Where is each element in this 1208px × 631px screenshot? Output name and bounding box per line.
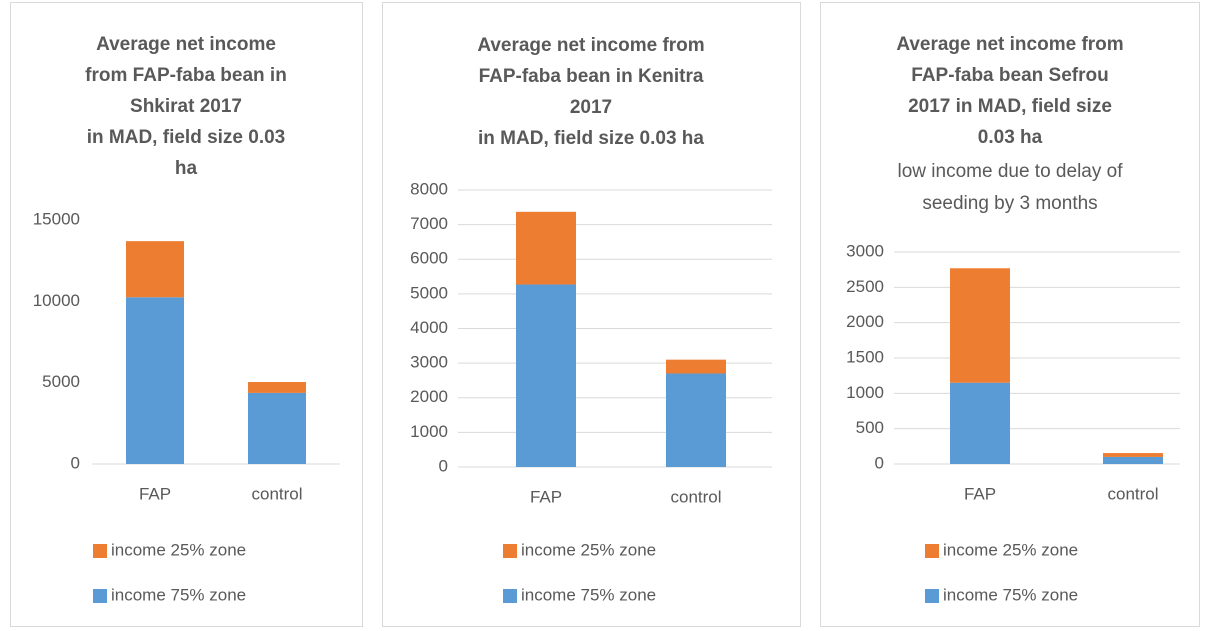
- bar-segment: [1103, 456, 1163, 464]
- x-tick-label: FAP: [964, 484, 996, 503]
- x-tick-label: FAP: [530, 487, 562, 506]
- y-tick-label: 7000: [410, 214, 448, 233]
- bar-segment: [950, 268, 1010, 383]
- y-tick-label: 3000: [410, 353, 448, 372]
- legend-swatch: [925, 589, 939, 603]
- bar-segment: [248, 392, 306, 464]
- bar-segment: [248, 382, 306, 393]
- chart-subtitle: seeding by 3 months: [922, 193, 1097, 214]
- x-tick-label: FAP: [139, 484, 171, 503]
- chart-title: 2017: [570, 97, 612, 118]
- bar-segment: [516, 211, 576, 285]
- y-tick-label: 4000: [410, 318, 448, 337]
- y-tick-label: 8000: [410, 179, 448, 198]
- y-tick-label: 2500: [846, 277, 884, 296]
- legend-label: income 25% zone: [111, 540, 246, 559]
- legend-swatch: [503, 544, 517, 558]
- chart-title: Average net income: [96, 34, 276, 55]
- chart-subtitle: low income due to delay of: [898, 161, 1124, 182]
- bar-segment: [126, 297, 184, 464]
- chart-title: Average net income from: [477, 35, 704, 56]
- y-tick-label: 0: [71, 453, 80, 472]
- y-tick-label: 1000: [410, 422, 448, 441]
- bar-segment: [126, 241, 184, 298]
- legend-label: income 25% zone: [521, 540, 656, 559]
- x-tick-label: control: [1107, 484, 1158, 503]
- y-tick-label: 5000: [42, 372, 80, 391]
- panel: [10, 2, 363, 627]
- legend-swatch: [93, 544, 107, 558]
- legend-label: income 75% zone: [943, 585, 1078, 604]
- bar-segment: [950, 382, 1010, 464]
- chart-title: from FAP-faba bean in: [85, 65, 287, 86]
- bar-segment: [666, 359, 726, 374]
- panel: [382, 2, 801, 627]
- legend-swatch: [93, 589, 107, 603]
- legend-label: income 25% zone: [943, 540, 1078, 559]
- chart-title: ha: [175, 158, 198, 179]
- y-tick-label: 15000: [33, 209, 80, 228]
- y-tick-label: 1500: [846, 347, 884, 366]
- legend-label: income 75% zone: [111, 585, 246, 604]
- chart-title: Average net income from: [896, 34, 1123, 55]
- x-tick-label: control: [251, 484, 302, 503]
- legend-label: income 75% zone: [521, 585, 656, 604]
- y-tick-label: 10000: [33, 291, 80, 310]
- legend-swatch: [503, 589, 517, 603]
- x-tick-label: control: [670, 487, 721, 506]
- y-tick-label: 500: [856, 418, 884, 437]
- y-tick-label: 3000: [846, 241, 884, 260]
- y-tick-label: 5000: [410, 283, 448, 302]
- legend-swatch: [925, 544, 939, 558]
- chart-title: 0.03 ha: [978, 127, 1043, 148]
- chart-title: in MAD, field size 0.03: [87, 127, 286, 148]
- bar-segment: [666, 373, 726, 467]
- chart-title: Shkirat 2017: [130, 96, 242, 117]
- y-tick-label: 6000: [410, 249, 448, 268]
- chart-title: in MAD, field size 0.03 ha: [478, 128, 704, 149]
- chart-title: FAP-faba bean in Kenitra: [479, 66, 704, 87]
- y-tick-label: 2000: [846, 312, 884, 331]
- y-tick-label: 0: [875, 453, 884, 472]
- chart-title: 2017 in MAD, field size: [908, 96, 1112, 117]
- bar-segment: [516, 284, 576, 467]
- chart-title: FAP-faba bean Sefrou: [911, 65, 1108, 86]
- y-tick-label: 1000: [846, 383, 884, 402]
- y-tick-label: 0: [439, 456, 448, 475]
- y-tick-label: 2000: [410, 387, 448, 406]
- bar-segment: [1103, 453, 1163, 457]
